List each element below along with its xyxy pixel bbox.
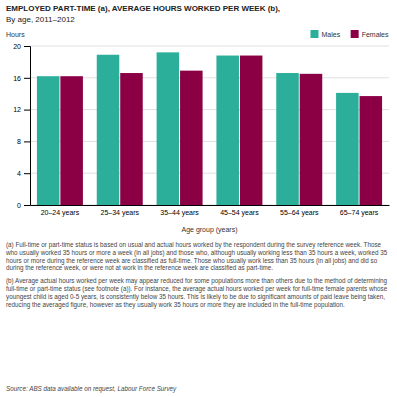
bar xyxy=(180,71,203,205)
tick: 65–74 years xyxy=(340,209,379,217)
bar xyxy=(120,73,143,205)
legend: Males Females xyxy=(310,30,389,38)
bar xyxy=(97,55,120,205)
title: EMPLOYED PART-TIME (a), AVERAGE HOURS WO… xyxy=(6,4,280,13)
tick: 35–44 years xyxy=(160,209,199,217)
y-axis: 0 4 8 12 16 20 xyxy=(13,43,30,209)
footnote: (a) Full-time or part-time status is bas… xyxy=(5,241,389,272)
tick-mark xyxy=(24,110,30,111)
tick-label: 45–54 years xyxy=(220,209,259,217)
bar xyxy=(157,52,180,205)
bar-series xyxy=(60,56,382,205)
tick-label: 25–34 years xyxy=(100,209,139,217)
bars xyxy=(37,52,382,205)
bar xyxy=(37,76,60,205)
tick: 16 xyxy=(13,75,30,82)
tick-label: 4 xyxy=(17,170,21,177)
tick-mark xyxy=(24,205,30,206)
tick-mark xyxy=(24,141,30,142)
plot: 0 4 8 12 16 20 20–24 years 25–34 years 35–44 yea… xyxy=(13,43,389,217)
subtitle: By age, 2011–2012 xyxy=(6,15,75,24)
tick-label: 20–24 years xyxy=(41,209,80,217)
tick: 0 xyxy=(17,202,30,209)
axis-line xyxy=(31,205,390,206)
grid-line xyxy=(30,141,389,142)
bar xyxy=(360,96,383,205)
bar xyxy=(300,74,323,205)
tick-mark xyxy=(24,78,30,79)
source: Source: ABS data available on request, L… xyxy=(6,385,177,393)
grid xyxy=(30,46,389,205)
tick: 55–64 years xyxy=(280,209,319,217)
tick-label: 0 xyxy=(17,202,21,209)
legend-label: Males xyxy=(321,31,340,38)
x-axis-title: Age group (years) xyxy=(181,226,237,234)
tick: 8 xyxy=(17,138,30,145)
tick: 20–24 years xyxy=(41,209,80,217)
tick: 12 xyxy=(13,106,30,113)
bar xyxy=(336,93,359,205)
bar xyxy=(276,73,299,205)
bar xyxy=(240,56,263,205)
legend-item: Females xyxy=(351,30,389,38)
tick: 4 xyxy=(17,170,30,177)
tick-mark xyxy=(24,46,30,47)
y-axis-title: Hours xyxy=(6,31,25,38)
tick-label: 12 xyxy=(13,106,21,113)
tick: 25–34 years xyxy=(100,209,139,217)
tick-label: 55–64 years xyxy=(280,209,319,217)
tick-label: 35–44 years xyxy=(160,209,199,217)
legend-swatch xyxy=(351,30,359,38)
bar-series xyxy=(37,52,359,205)
tick: 20 xyxy=(13,43,30,50)
axis-line xyxy=(24,47,31,206)
tick-label: 20 xyxy=(13,43,21,50)
tick-mark xyxy=(24,173,30,174)
legend-label: Females xyxy=(362,31,389,38)
tick-label: 65–74 years xyxy=(340,209,379,217)
tick-label: 16 xyxy=(13,75,21,82)
chart: EMPLOYED PART-TIME (a), AVERAGE HOURS WO… xyxy=(0,0,397,397)
grid-line xyxy=(30,173,389,174)
tick-label: 8 xyxy=(17,138,21,145)
grid-line xyxy=(30,77,389,78)
grid-line xyxy=(30,46,389,47)
legend-item: Males xyxy=(310,30,340,38)
legend-swatch xyxy=(310,30,318,38)
bar xyxy=(216,56,239,205)
footnote: (b) Average actual hours worked per week… xyxy=(6,277,389,308)
x-axis: 20–24 years 25–34 years 35–44 years 45–54 y… xyxy=(31,206,390,217)
bar xyxy=(60,76,83,205)
grid-line xyxy=(30,109,389,110)
tick: 45–54 years xyxy=(220,209,259,217)
grid-line xyxy=(30,205,389,206)
